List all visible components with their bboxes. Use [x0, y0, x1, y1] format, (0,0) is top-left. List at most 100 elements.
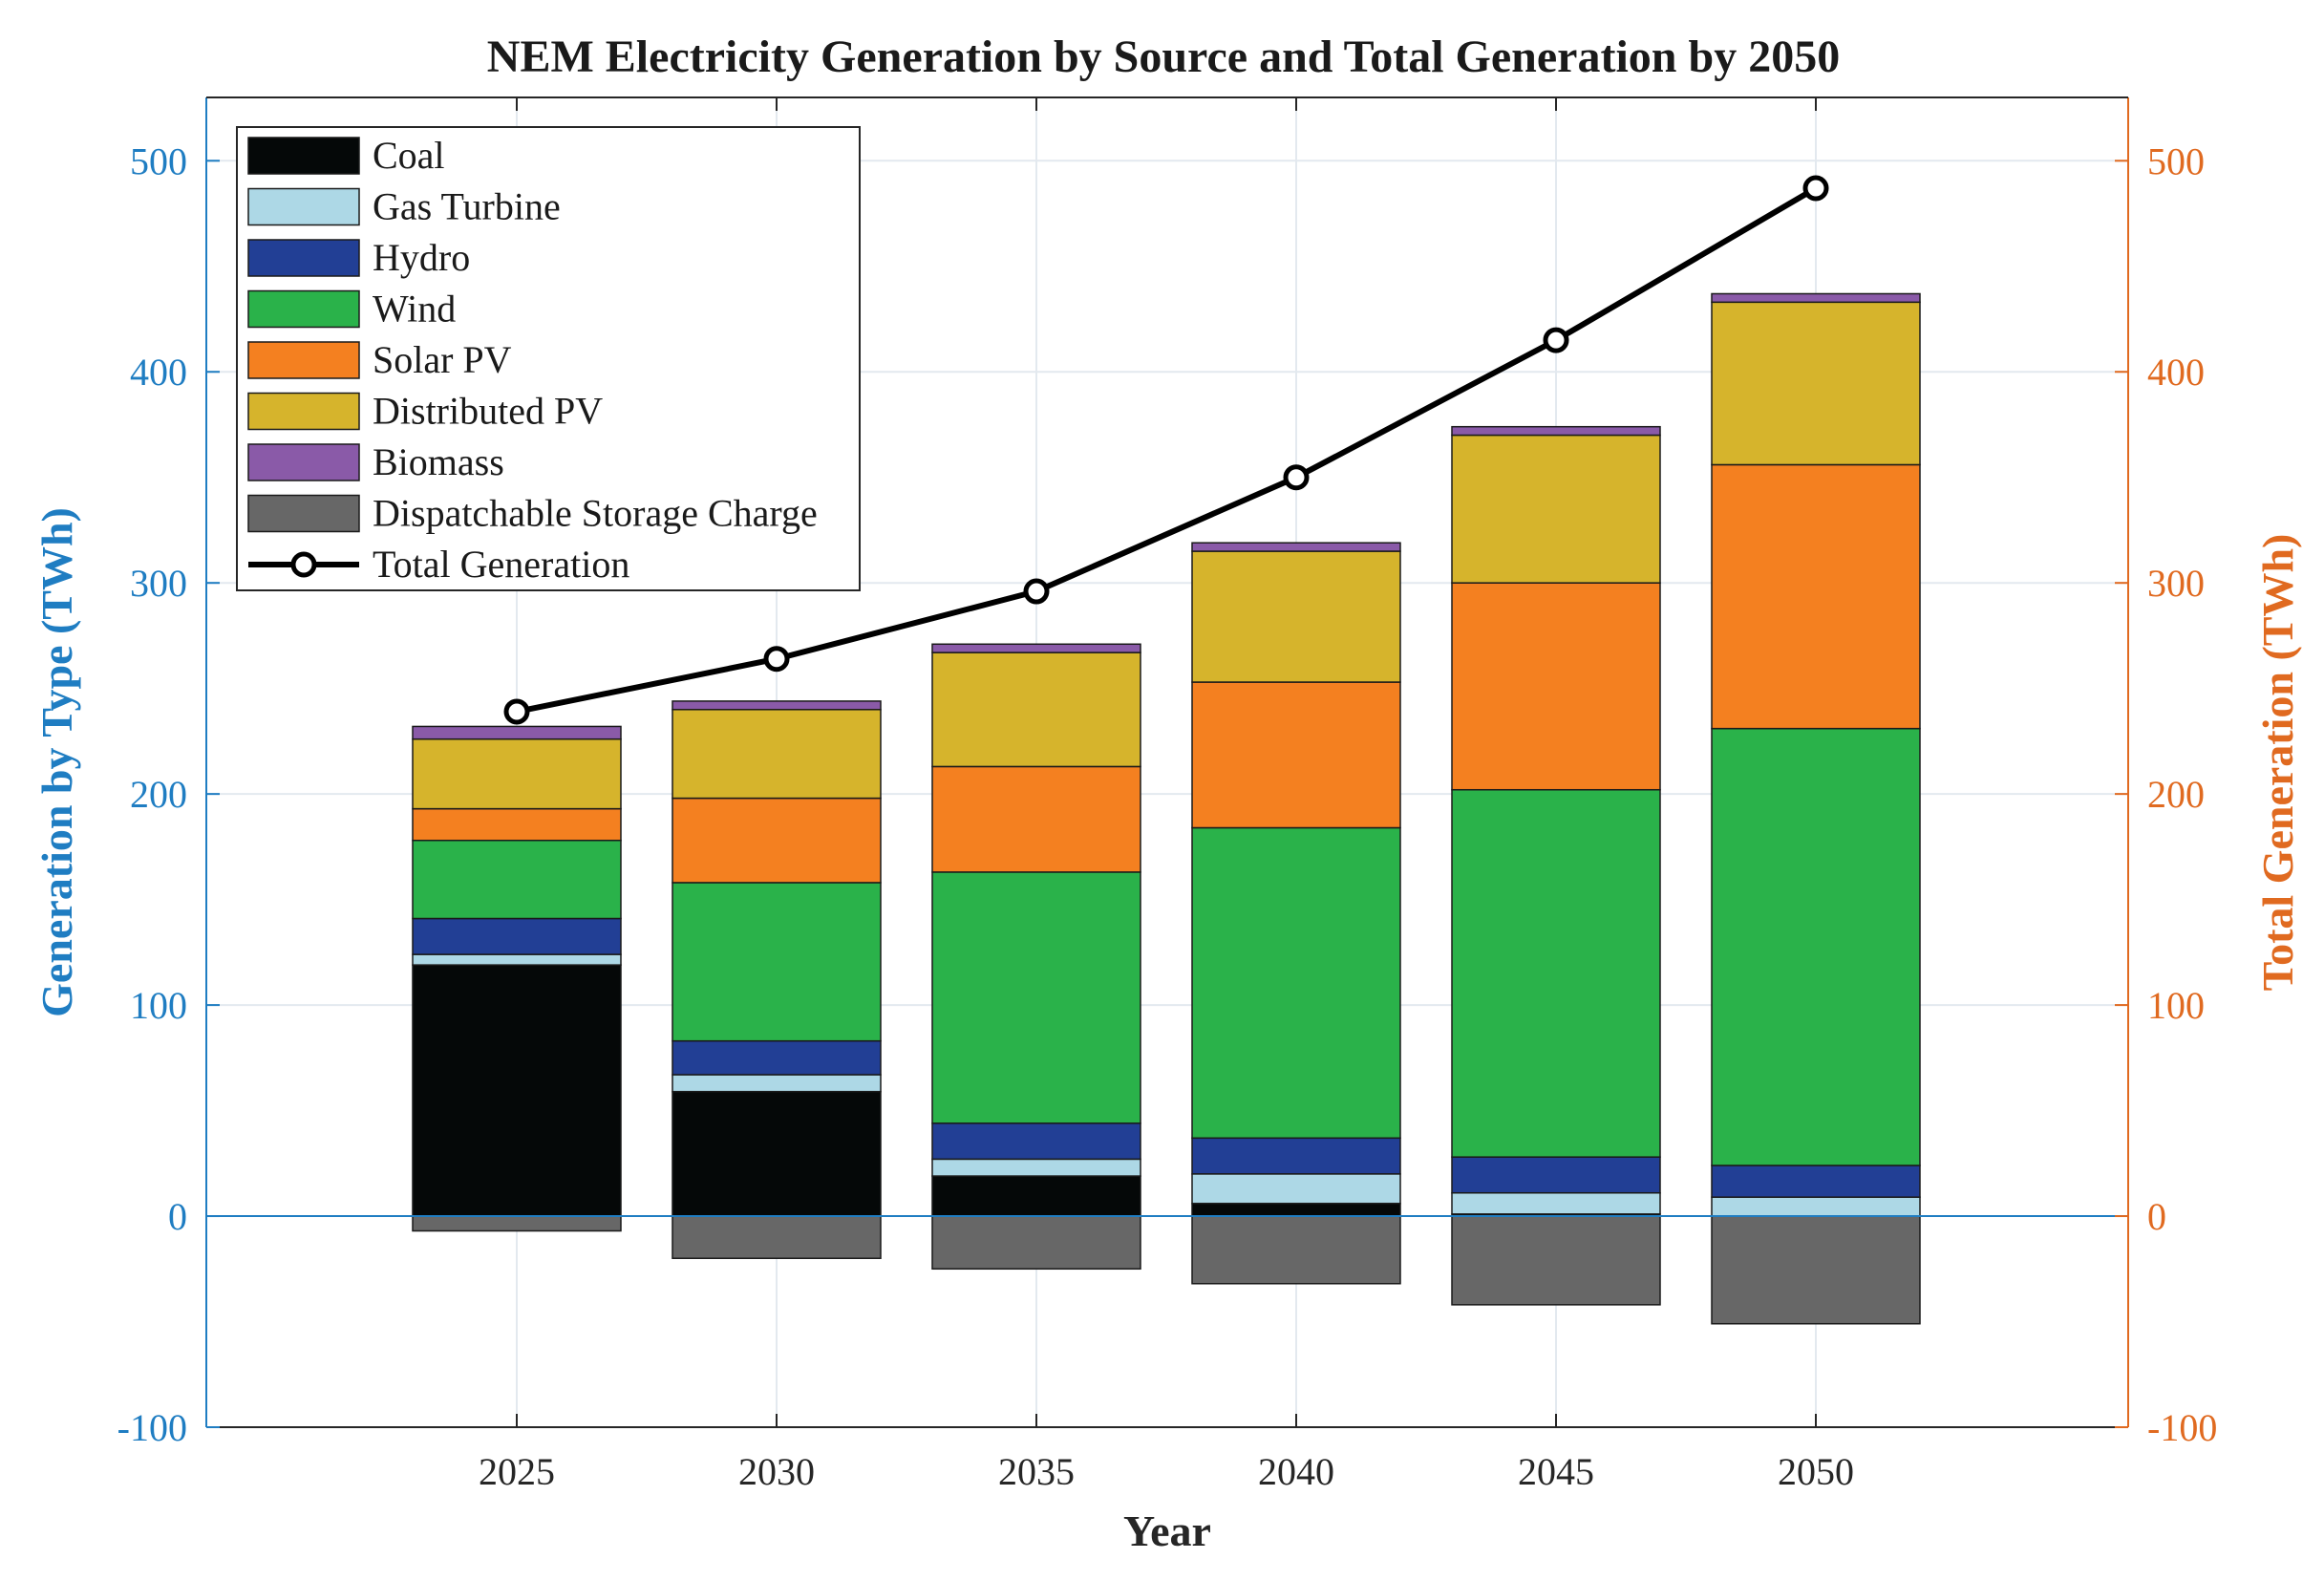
bar-distributed-pv-2045	[1451, 434, 1661, 584]
left-y-tick-label: 200	[130, 773, 187, 816]
right-y-tick-label: 200	[2147, 773, 2205, 816]
bar-dispatchable-storage-charge-2050	[1711, 1215, 1921, 1325]
right-y-tick-label: 300	[2147, 562, 2205, 605]
legend-swatch-distributed-pv	[247, 392, 360, 431]
right-y-tick-label: 0	[2147, 1195, 2166, 1238]
bar-hydro-2045	[1451, 1156, 1661, 1194]
total-generation-point-2030	[763, 646, 790, 673]
legend-swatch-coal	[247, 137, 360, 175]
bar-dispatchable-storage-charge-2045	[1451, 1215, 1661, 1306]
total-generation-point-2035	[1023, 578, 1050, 605]
bar-gas-turbine-2030	[672, 1074, 882, 1093]
bar-hydro-2030	[672, 1039, 882, 1076]
bar-biomass-2045	[1451, 425, 1661, 437]
x-tick-label: 2040	[1258, 1450, 1334, 1493]
bar-hydro-2050	[1711, 1164, 1921, 1198]
legend-label-distributed-pv: Distributed PV	[373, 390, 603, 433]
bar-solar-pv-2035	[931, 765, 1141, 873]
legend-label-wind: Wind	[373, 288, 456, 331]
x-tick-label: 2030	[738, 1450, 815, 1493]
legend-swatch-dispatchable-storage-charge	[247, 494, 360, 533]
right-y-tick-label: 500	[2147, 139, 2205, 182]
bar-solar-pv-2025	[412, 807, 622, 842]
bar-coal-2040	[1191, 1203, 1401, 1217]
bar-coal-2025	[412, 964, 622, 1217]
bar-biomass-2035	[931, 643, 1141, 653]
plot-frame	[205, 96, 2129, 1428]
total-generation-point-2025	[503, 698, 530, 725]
bar-distributed-pv-2050	[1711, 301, 1921, 466]
legend-marker-total-generation	[290, 551, 317, 578]
bar-coal-2030	[672, 1090, 882, 1217]
axis-ticks: -100 -100 0 0 100 100 200 200 300 300 400 400 500 500…	[117, 97, 2217, 1493]
bar-gas-turbine-2025	[412, 953, 622, 966]
right-y-tick-label: -100	[2147, 1406, 2217, 1449]
right-y-axis-label: Total Generation (TWh)	[2253, 534, 2302, 992]
legend-swatch-solar-pv	[247, 341, 360, 379]
bar-dispatchable-storage-charge-2030	[672, 1215, 882, 1259]
left-y-tick-label: 500	[130, 139, 187, 182]
bar-solar-pv-2030	[672, 797, 882, 884]
total-generation-polyline	[516, 185, 1818, 715]
legend-swatch-biomass	[247, 443, 360, 481]
legend-label-coal: Coal	[373, 134, 445, 177]
legend-swatch-hydro	[247, 239, 360, 277]
x-tick-label: 2025	[479, 1450, 555, 1493]
bar-distributed-pv-2030	[672, 709, 882, 800]
left-y-tick-label: -100	[117, 1406, 187, 1449]
bar-wind-2035	[931, 871, 1141, 1124]
bar-gas-turbine-2050	[1711, 1196, 1921, 1217]
bar-biomass-2025	[412, 725, 622, 740]
legend: Coal Gas Turbine Hydro Wind Solar PV Distribu…	[236, 126, 861, 591]
x-tick-label: 2035	[998, 1450, 1075, 1493]
left-y-tick-label: 0	[168, 1195, 187, 1238]
right-y-tick-label: 400	[2147, 351, 2205, 394]
legend-label-total-generation: Total Generation	[373, 543, 629, 586]
bar-biomass-2050	[1711, 292, 1921, 304]
bar-distributed-pv-2040	[1191, 550, 1401, 683]
bar-hydro-2025	[412, 917, 622, 955]
legend-label-hydro: Hydro	[373, 236, 470, 279]
bar-distributed-pv-2025	[412, 737, 622, 810]
chart-title: NEM Electricity Generation by Source and…	[487, 32, 1840, 82]
bar-solar-pv-2050	[1711, 463, 1921, 730]
x-tick-label: 2045	[1518, 1450, 1594, 1493]
bar-wind-2025	[412, 840, 622, 920]
bar-wind-2045	[1451, 788, 1661, 1158]
bar-hydro-2040	[1191, 1137, 1401, 1175]
left-y-axis-label: Generation by Type (TWh)	[32, 507, 81, 1017]
bar-wind-2040	[1191, 826, 1401, 1140]
bar-solar-pv-2040	[1191, 681, 1401, 829]
left-y-tick-label: 100	[130, 984, 187, 1027]
bar-solar-pv-2045	[1451, 582, 1661, 791]
legend-label-solar-pv: Solar PV	[373, 338, 512, 381]
left-y-tick-label: 400	[130, 351, 187, 394]
total-generation-point-2050	[1802, 175, 1829, 202]
x-tick-label: 2050	[1778, 1450, 1854, 1493]
bar-coal-2035	[931, 1175, 1141, 1217]
bar-wind-2050	[1711, 727, 1921, 1166]
right-y-tick-label: 100	[2147, 984, 2205, 1027]
bar-dispatchable-storage-charge-2025	[412, 1215, 622, 1232]
total-generation-point-2040	[1283, 464, 1310, 491]
legend-swatch-wind	[247, 289, 360, 329]
bar-gas-turbine-2045	[1451, 1191, 1661, 1215]
bar-biomass-2030	[672, 700, 882, 711]
bar-stacks	[412, 292, 1921, 1325]
bar-gas-turbine-2040	[1191, 1173, 1401, 1205]
bar-wind-2030	[672, 882, 882, 1042]
left-y-tick-label: 300	[130, 562, 187, 605]
x-axis-label: Year	[1123, 1506, 1211, 1555]
legend-label-gas-turbine: Gas Turbine	[373, 185, 561, 228]
bar-biomass-2040	[1191, 542, 1401, 552]
legend-label-dispatchable-storage-charge: Dispatchable Storage Charge	[373, 492, 818, 535]
bar-hydro-2035	[931, 1122, 1141, 1161]
legend-swatch-gas-turbine	[247, 187, 360, 226]
bar-dispatchable-storage-charge-2035	[931, 1215, 1141, 1271]
bar-gas-turbine-2035	[931, 1158, 1141, 1177]
total-generation-line	[503, 175, 1829, 725]
total-generation-point-2045	[1543, 327, 1569, 353]
legend-label-biomass: Biomass	[373, 440, 504, 483]
bar-dispatchable-storage-charge-2040	[1191, 1215, 1401, 1285]
